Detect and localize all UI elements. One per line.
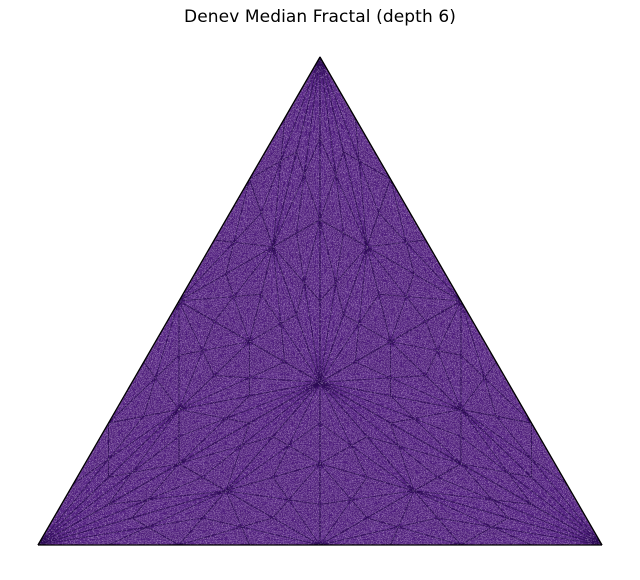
figure: Denev Median Fractal (depth 6)	[0, 0, 640, 580]
fractal-plot	[0, 0, 640, 580]
